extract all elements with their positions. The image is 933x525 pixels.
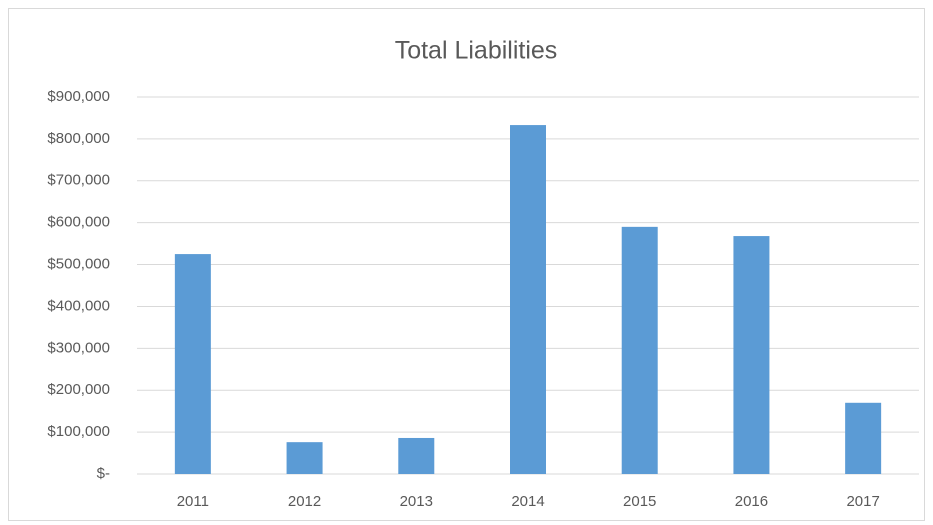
bar (174, 254, 211, 474)
y-tick-label: $600,000 (47, 214, 110, 231)
y-tick-label: $300,000 (47, 339, 110, 356)
y-tick-label: $400,000 (47, 297, 110, 314)
x-tick-label: 2012 (288, 493, 321, 510)
bar (845, 402, 882, 474)
bar (286, 442, 323, 474)
y-tick-label: $- (97, 465, 110, 482)
bar (398, 437, 435, 474)
x-tick-label: 2014 (511, 493, 544, 510)
x-tick-label: 2016 (735, 493, 768, 510)
y-tick-label: $700,000 (47, 172, 110, 189)
chart-title: Total Liabilities (395, 37, 558, 65)
bar (510, 125, 546, 474)
x-tick-label: 2015 (623, 493, 656, 510)
x-tick-label: 2017 (846, 493, 879, 510)
y-tick-label: $500,000 (47, 256, 110, 273)
y-tick-label: $800,000 (47, 130, 110, 147)
bar (733, 236, 770, 474)
y-tick-label: $200,000 (47, 381, 110, 398)
bar (621, 226, 658, 474)
x-tick-label: 2011 (177, 493, 209, 510)
y-tick-label: $900,000 (47, 88, 110, 105)
y-tick-label: $100,000 (47, 423, 110, 440)
x-tick-label: 2013 (400, 493, 433, 510)
